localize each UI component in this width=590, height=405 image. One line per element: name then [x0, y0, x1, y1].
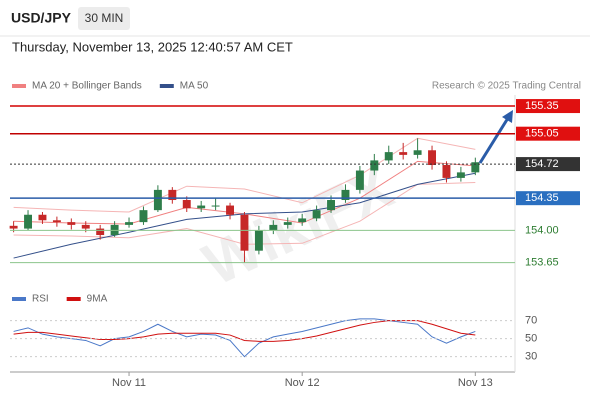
- candle-body: [240, 214, 249, 251]
- rsi-line: [13, 318, 476, 358]
- level-label: 154.00: [525, 224, 559, 236]
- level-label: 153.65: [525, 257, 559, 269]
- candle-body: [341, 189, 350, 201]
- candle-body: [355, 170, 364, 190]
- candle-body: [442, 165, 451, 178]
- candle-body: [168, 189, 177, 201]
- candle-body: [139, 210, 148, 223]
- candle-body: [153, 189, 162, 211]
- y-tick-label: 50: [525, 333, 537, 345]
- candle-body: [283, 222, 292, 225]
- candle-body: [269, 224, 278, 231]
- candle-body: [96, 228, 105, 236]
- candle-body: [125, 222, 134, 225]
- level-badge: [516, 191, 580, 206]
- timeframe: 30 MIN: [85, 11, 124, 25]
- candle-body: [226, 205, 235, 215]
- candle-body: [312, 210, 321, 219]
- legend-swatch: [12, 84, 26, 88]
- candle-body: [456, 172, 465, 178]
- candle-body: [24, 214, 33, 229]
- candle-body: [211, 205, 220, 207]
- candle-body: [254, 230, 263, 251]
- candle-body: [428, 150, 437, 166]
- candle-body: [67, 222, 76, 225]
- candle-body: [52, 220, 61, 223]
- level-label: 155.05: [525, 128, 559, 140]
- legend-swatch: [12, 297, 26, 301]
- level-label: 154.72: [525, 158, 559, 170]
- level-label: 155.35: [525, 100, 559, 112]
- candle-body: [38, 214, 47, 221]
- y-tick-label: 30: [525, 351, 537, 363]
- candle-body: [197, 205, 206, 209]
- legend-label: MA 50: [180, 81, 209, 92]
- y-tick-label: 70: [525, 315, 537, 327]
- candle-body: [182, 200, 191, 209]
- legend-label: MA 20 + Bollinger Bands: [32, 81, 142, 92]
- candle-body: [370, 160, 379, 171]
- candle-body: [384, 152, 393, 161]
- level-label: 154.35: [525, 192, 559, 204]
- level-badge: [516, 157, 580, 172]
- legend-swatch: [66, 297, 81, 301]
- arrow-head: [502, 110, 513, 123]
- level-badge: [516, 126, 580, 141]
- timeframe-badge: [78, 7, 130, 30]
- candle-body: [413, 150, 422, 155]
- candle-body: [9, 225, 18, 229]
- x-tick-label: Nov 12: [285, 377, 320, 389]
- legend-label: 9MA: [87, 294, 108, 305]
- legend-label: RSI: [32, 294, 49, 305]
- candle-body: [399, 152, 408, 155]
- candle-body: [327, 200, 336, 211]
- candle-body: [298, 218, 307, 223]
- forecast-arrow: [478, 117, 510, 164]
- x-tick-label: Nov 13: [458, 377, 493, 389]
- level-badge: [516, 99, 580, 114]
- legend-swatch: [159, 84, 174, 88]
- candle-body: [471, 162, 480, 173]
- bollinger-upper: [13, 137, 476, 213]
- source: Research © 2025 Trading Central: [432, 81, 581, 92]
- candle-body: [81, 224, 90, 229]
- x-tick-label: Nov 11: [112, 377, 146, 389]
- timestamp: Thursday, November 13, 2025 12:40:57 AM …: [12, 39, 293, 54]
- symbol: USD/JPY: [11, 10, 72, 26]
